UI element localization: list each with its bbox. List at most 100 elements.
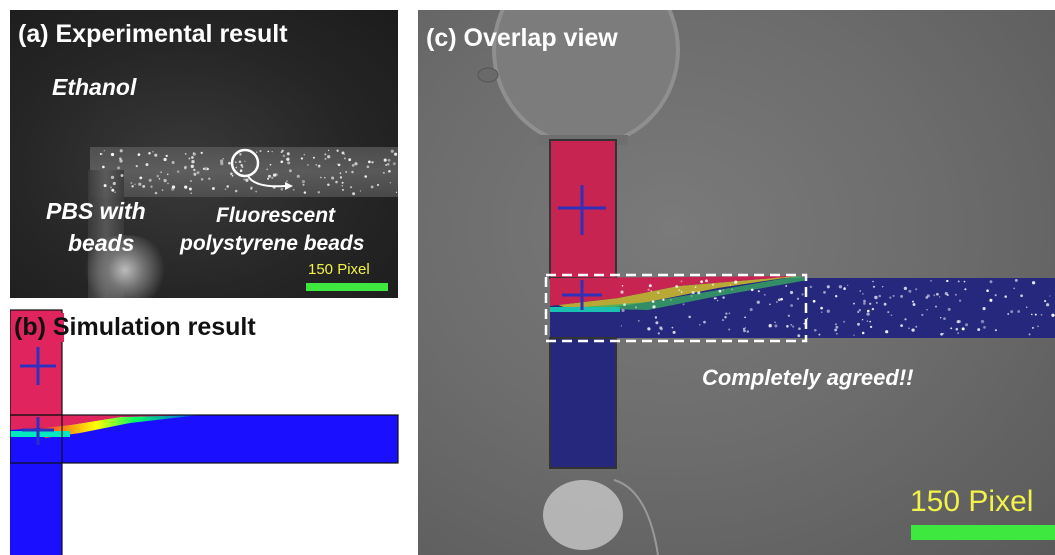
bead-speck: [803, 322, 806, 325]
bead-speck: [911, 328, 915, 332]
bead-speck: [341, 181, 344, 184]
bead-speck: [239, 153, 242, 156]
bead-speck: [272, 173, 277, 177]
bead-speck: [930, 279, 933, 282]
overlap-interface-line: [550, 307, 620, 312]
bead-speck: [226, 185, 229, 188]
bead-speck: [659, 326, 663, 330]
bead-speck: [657, 332, 660, 335]
bead-speck: [138, 182, 142, 186]
bead-speck: [943, 317, 946, 320]
bead-speck: [285, 180, 288, 183]
bead-speck: [731, 288, 733, 291]
bead-speck: [934, 305, 938, 308]
bead-speck: [926, 309, 928, 311]
bead-speck: [774, 321, 776, 323]
bead-speck: [318, 164, 321, 167]
bead-speck: [858, 309, 862, 312]
bead-speck: [110, 186, 112, 189]
bead-speck: [343, 157, 346, 160]
reservoir-dimple: [477, 67, 499, 83]
bead-speck: [652, 305, 656, 309]
bead-speck: [940, 332, 943, 336]
bead-speck: [790, 304, 794, 307]
bead-speck: [364, 175, 367, 178]
ethanol-label: Ethanol: [52, 74, 137, 100]
bead-speck: [964, 288, 967, 291]
bead-speck: [368, 160, 371, 164]
bead-speck: [672, 330, 676, 334]
bead-speck: [936, 292, 939, 296]
pbs-label-line2: beads: [68, 230, 135, 256]
bead-speck: [853, 302, 855, 305]
bead-speck: [103, 150, 105, 152]
bead-speck: [131, 185, 134, 188]
bead-speck: [119, 157, 122, 160]
bead-speck: [139, 176, 143, 180]
experimental-result-panel: (a) Experimental result Ethanol PBS with…: [10, 10, 398, 298]
bead-speck: [320, 176, 322, 179]
bead-speck: [834, 328, 837, 332]
bead-speck: [694, 286, 697, 288]
bead-speck: [102, 165, 105, 169]
bead-speck: [946, 279, 949, 283]
bead-speck: [317, 191, 321, 194]
bead-speck: [196, 171, 200, 175]
bead-speck: [354, 162, 358, 166]
bead-speck: [119, 159, 123, 163]
bead-speck: [370, 185, 374, 189]
bead-speck: [925, 296, 929, 299]
bead-speck: [244, 160, 246, 162]
bead-speck: [699, 324, 701, 326]
bead-speck: [292, 188, 295, 191]
bead-speck: [786, 325, 789, 328]
bead-speck: [99, 153, 102, 155]
beads-overlay: [99, 148, 398, 196]
bead-speck: [324, 153, 327, 156]
bead-speck: [103, 184, 107, 188]
bead-speck: [256, 151, 258, 153]
bead-speck: [202, 167, 206, 170]
bead-speck: [234, 189, 238, 193]
bead-speck: [872, 280, 874, 283]
bead-speck: [166, 173, 169, 176]
mixing-plume: [40, 415, 200, 438]
bead-speck: [395, 191, 398, 193]
bead-speck: [150, 185, 153, 188]
bead-speck: [957, 332, 959, 334]
bead-speck: [734, 280, 738, 284]
bead-speck: [950, 327, 953, 330]
bead-speck: [148, 151, 151, 155]
bead-speck: [152, 150, 154, 153]
bead-speck: [376, 183, 380, 187]
bead-speck: [863, 299, 866, 303]
bead-speck: [749, 308, 753, 312]
bead-speck: [763, 293, 766, 296]
bead-speck: [874, 295, 878, 300]
bead-speck: [743, 329, 746, 333]
bead-speck: [887, 311, 890, 314]
bead-speck: [222, 158, 224, 160]
bead-speck: [1031, 281, 1036, 285]
bead-speck: [327, 155, 331, 159]
bead-speck: [875, 301, 878, 304]
bead-speck: [650, 290, 652, 292]
bead-speck: [820, 306, 823, 310]
outlet-glow: [543, 480, 623, 550]
scale-label-a: 150 Pixel: [308, 261, 370, 278]
bead-speck: [267, 150, 270, 153]
bead-speck: [847, 284, 849, 286]
bead-speck: [385, 164, 388, 166]
bead-speck: [208, 177, 211, 180]
bead-speck: [915, 288, 918, 291]
bead-speck: [1051, 313, 1055, 317]
bead-speck: [259, 150, 262, 153]
bead-speck: [882, 286, 884, 288]
bead-speck: [780, 297, 783, 301]
bead-speck: [339, 176, 343, 179]
scale-bar-a: [306, 283, 388, 291]
inlet-glow: [80, 235, 170, 298]
bead-speck: [744, 316, 746, 319]
overlap-plume: [558, 276, 798, 312]
bead-speck: [171, 161, 175, 164]
